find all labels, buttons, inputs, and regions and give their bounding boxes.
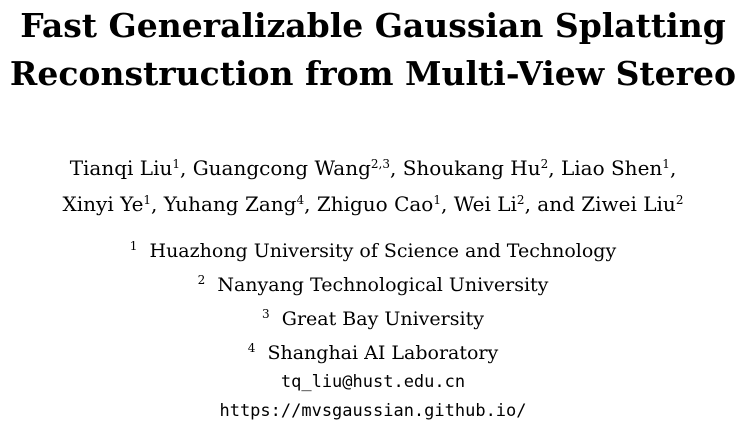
author-list: Tianqi Liu1, Guangcong Wang2,3, Shoukang…	[62, 156, 684, 216]
author: Tianqi Liu1	[69, 156, 180, 180]
and-word: and	[537, 192, 575, 216]
author: Guangcong Wang2,3	[192, 156, 390, 180]
author: Liao Shen1	[560, 156, 670, 180]
affiliation: 4 Shanghai AI Laboratory	[247, 341, 499, 364]
author: Zhiguo Cao1	[316, 192, 441, 216]
author: Wei Li2	[453, 192, 525, 216]
email[interactable]: tq_liu@hust.edu.cn	[280, 372, 466, 392]
author: Yuhang Zang4	[163, 192, 305, 216]
author: Shoukang Hu2	[402, 156, 549, 180]
paper-title: Fast Generalizable Gaussian Splatting Re…	[0, 2, 746, 98]
affiliation: 3 Great Bay University	[262, 307, 484, 330]
project-url[interactable]: https://mvsgaussian.github.io/	[219, 401, 527, 421]
title-line: Reconstruction from Multi-View Stereo	[9, 54, 737, 93]
affiliations: 1 Huazhong University of Science and Tec…	[0, 232, 746, 426]
title-line: Fast Generalizable Gaussian Splatting	[20, 6, 726, 45]
affiliation: 2 Nanyang Technological University	[197, 273, 549, 296]
affiliation: 1 Huazhong University of Science and Tec…	[129, 239, 617, 262]
author: Ziwei Liu2	[581, 192, 684, 216]
author: Xinyi Ye1	[62, 192, 152, 216]
